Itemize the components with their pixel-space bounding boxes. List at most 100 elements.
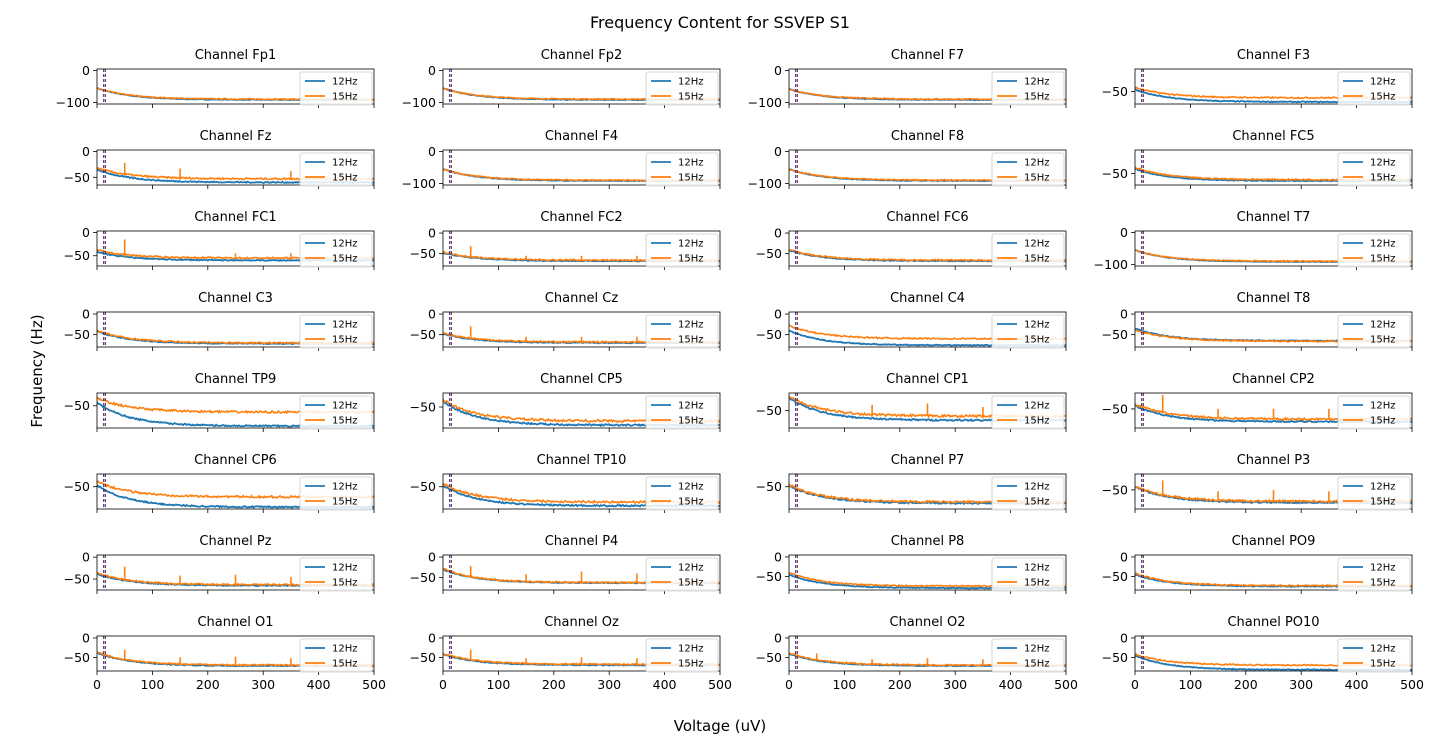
y-tick-label: −50 bbox=[64, 572, 90, 587]
subplot-panel: Channel TP10 −50 12Hz 15Hz bbox=[410, 453, 721, 513]
subplot-title: Channel T8 bbox=[1237, 291, 1311, 306]
legend-label: 15Hz bbox=[1370, 254, 1396, 265]
subplot-title: Channel F4 bbox=[545, 129, 618, 144]
subplot-panel: Channel C3 0 −50 12Hz 15Hz bbox=[64, 291, 375, 351]
subplot-title: Channel FC5 bbox=[1232, 129, 1314, 144]
y-tick-label: 0 bbox=[774, 630, 782, 645]
subplot-panel: Channel CP6 −50 12Hz 15Hz bbox=[64, 453, 375, 513]
x-tick-label: 400 bbox=[653, 677, 677, 692]
legend: 12Hz 15Hz bbox=[299, 233, 373, 268]
y-tick-label: 0 bbox=[82, 307, 90, 322]
legend: 12Hz 15Hz bbox=[991, 395, 1065, 430]
legend-label: 12Hz bbox=[1370, 563, 1396, 574]
subplot-title: Channel CP1 bbox=[886, 372, 969, 387]
subplot-panel: Channel F7 0 −100 12Hz 15Hz bbox=[748, 48, 1067, 110]
legend-label: 12Hz bbox=[1024, 644, 1050, 655]
legend-label: 15Hz bbox=[332, 416, 358, 427]
legend-label: 12Hz bbox=[678, 644, 704, 655]
subplot-frame bbox=[442, 554, 721, 591]
legend-label: 12Hz bbox=[1024, 320, 1050, 331]
subplot-frame bbox=[442, 392, 721, 429]
subplot-frame bbox=[96, 68, 375, 105]
y-tick-label: 0 bbox=[774, 549, 782, 564]
legend-label: 15Hz bbox=[678, 497, 704, 508]
y-tick-label: −100 bbox=[402, 95, 436, 110]
subplot-frame bbox=[788, 230, 1067, 267]
subplot-title: Channel O2 bbox=[889, 615, 965, 630]
legend-label: 12Hz bbox=[1370, 320, 1396, 331]
legend: 12Hz 15Hz bbox=[299, 476, 373, 511]
legend-label: 15Hz bbox=[1024, 92, 1050, 103]
subplot-frame bbox=[1134, 149, 1413, 186]
y-tick-label: 0 bbox=[82, 63, 90, 78]
subplot-panel: Channel P4 0 −50 12Hz 15Hz bbox=[410, 534, 721, 594]
x-tick-label: 500 bbox=[362, 677, 386, 692]
subplot-panel: Channel CP2 −50 12Hz 15Hz bbox=[1102, 372, 1413, 432]
y-tick-label: 0 bbox=[1120, 630, 1128, 645]
legend: 12Hz 15Hz bbox=[645, 638, 719, 673]
legend-label: 15Hz bbox=[1370, 416, 1396, 427]
legend-label: 15Hz bbox=[332, 578, 358, 589]
subplot-frame bbox=[442, 473, 721, 510]
legend: 12Hz 15Hz bbox=[1337, 638, 1411, 673]
legend-label: 12Hz bbox=[332, 158, 358, 169]
subplot-title: Channel C3 bbox=[198, 291, 273, 306]
legend-label: 12Hz bbox=[1024, 77, 1050, 88]
legend: 12Hz 15Hz bbox=[645, 557, 719, 592]
subplot-frame bbox=[442, 230, 721, 267]
y-tick-label: 0 bbox=[428, 630, 436, 645]
y-tick-label: 0 bbox=[774, 63, 782, 78]
legend-label: 15Hz bbox=[332, 254, 358, 265]
legend-label: 12Hz bbox=[332, 77, 358, 88]
y-tick-label: −50 bbox=[1102, 166, 1128, 181]
legend-label: 12Hz bbox=[1370, 401, 1396, 412]
legend-label: 12Hz bbox=[678, 320, 704, 331]
y-tick-label: −50 bbox=[1102, 650, 1128, 665]
legend-label: 12Hz bbox=[1370, 644, 1396, 655]
subplot-panel: Channel PO9 0 −50 12Hz 15Hz bbox=[1102, 534, 1413, 594]
legend-label: 15Hz bbox=[1370, 173, 1396, 184]
legend: 12Hz 15Hz bbox=[645, 395, 719, 430]
subplot-frame bbox=[96, 149, 375, 186]
subplot-frame bbox=[1134, 473, 1413, 510]
y-tick-label: −100 bbox=[402, 176, 436, 191]
y-tick-label: −50 bbox=[756, 479, 782, 494]
y-tick-label: −50 bbox=[410, 650, 436, 665]
legend: 12Hz 15Hz bbox=[645, 152, 719, 187]
subplot-panel: Channel F8 0 −100 12Hz 15Hz bbox=[748, 129, 1067, 191]
subplot-panel: Channel Fp1 0 −100 12Hz 15Hz bbox=[56, 48, 375, 110]
legend-label: 12Hz bbox=[332, 563, 358, 574]
subplot-panel: Channel P7 −50 12Hz 15Hz bbox=[756, 453, 1067, 513]
subplot-panel: Channel F4 0 −100 12Hz 15Hz bbox=[402, 129, 721, 191]
legend-label: 15Hz bbox=[1370, 92, 1396, 103]
subplot-frame bbox=[788, 554, 1067, 591]
legend-label: 12Hz bbox=[332, 239, 358, 250]
x-tick-label: 200 bbox=[888, 677, 912, 692]
subplot-title: Channel Fp2 bbox=[541, 48, 623, 63]
y-tick-label: 0 bbox=[428, 63, 436, 78]
legend: 12Hz 15Hz bbox=[1337, 395, 1411, 430]
legend-label: 12Hz bbox=[678, 77, 704, 88]
legend-label: 12Hz bbox=[1370, 239, 1396, 250]
subplot-title: Channel FC1 bbox=[194, 210, 276, 225]
x-axis-label: Voltage (uV) bbox=[674, 717, 767, 735]
subplot-title: Channel Pz bbox=[199, 534, 271, 549]
subplot-title: Channel P8 bbox=[891, 534, 965, 549]
y-tick-label: 0 bbox=[1120, 307, 1128, 322]
legend: 12Hz 15Hz bbox=[991, 233, 1065, 268]
legend: 12Hz 15Hz bbox=[991, 152, 1065, 187]
y-tick-label: 0 bbox=[774, 226, 782, 241]
subplot-panel: Channel CP1 −50 12Hz 15Hz bbox=[756, 372, 1067, 432]
legend-label: 15Hz bbox=[678, 173, 704, 184]
legend-label: 12Hz bbox=[332, 401, 358, 412]
legend: 12Hz 15Hz bbox=[991, 557, 1065, 592]
subplot-title: Channel T7 bbox=[1237, 210, 1311, 225]
legend-label: 15Hz bbox=[678, 578, 704, 589]
legend-label: 12Hz bbox=[678, 482, 704, 493]
subplot-title: Channel CP6 bbox=[194, 453, 277, 468]
subplot-title: Channel P3 bbox=[1237, 453, 1311, 468]
subplot-title: Channel TP9 bbox=[195, 372, 277, 387]
